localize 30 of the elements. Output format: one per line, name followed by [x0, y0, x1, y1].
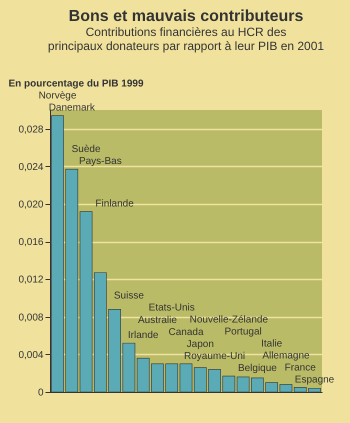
x-tick-label: Suède	[72, 144, 101, 156]
x-tick-label: Espagne	[294, 374, 335, 386]
y-tick-label: 0,020	[18, 200, 44, 210]
y-tick-label: 0,012	[18, 274, 44, 286]
y-tick-label: 0,016	[18, 237, 44, 248]
x-tick-label: Etats-Unis	[148, 302, 195, 314]
y-tick-label: 0,008	[18, 312, 44, 324]
x-tick-label: Belgique	[238, 363, 278, 374]
y-tick-label: 0	[38, 388, 44, 398]
x-tick-label: Danemark	[48, 102, 96, 114]
x-tick-label: Nouvelle-Zélande	[190, 314, 268, 326]
x-tick-label: Suisse	[114, 290, 144, 302]
x-tick-label: Pays-Bas	[78, 156, 122, 168]
chart-subtitle: Contributions financières au HCR des principaux donateurs par rapport à leur PIB en 2001	[48, 25, 324, 53]
x-tick-label: Royaume-Uni	[184, 350, 246, 362]
chart-title: Bons et mauvais contributeurs	[68, 8, 304, 25]
x-tick-label: Japon	[186, 338, 214, 350]
x-tick-label: Italie	[261, 338, 283, 350]
x-tick-label: Norvège	[38, 90, 77, 102]
x-tick-label: Finlande	[95, 198, 134, 210]
x-tick-label: Canada	[168, 326, 204, 338]
x-tick-label: France	[284, 362, 316, 374]
x-tick-label: Irlande	[128, 330, 159, 342]
x-tick-label: Australie	[138, 314, 178, 326]
y-axis-title: En pourcentage du PIB 1999	[8, 78, 144, 90]
y-tick-label: 0,004	[18, 350, 44, 361]
x-tick-label: Portugal	[224, 326, 262, 338]
y-tick-label: 0,028	[18, 124, 44, 136]
x-tick-label: Allemagne	[262, 350, 310, 362]
y-tick-label: 0,024	[18, 162, 44, 173]
